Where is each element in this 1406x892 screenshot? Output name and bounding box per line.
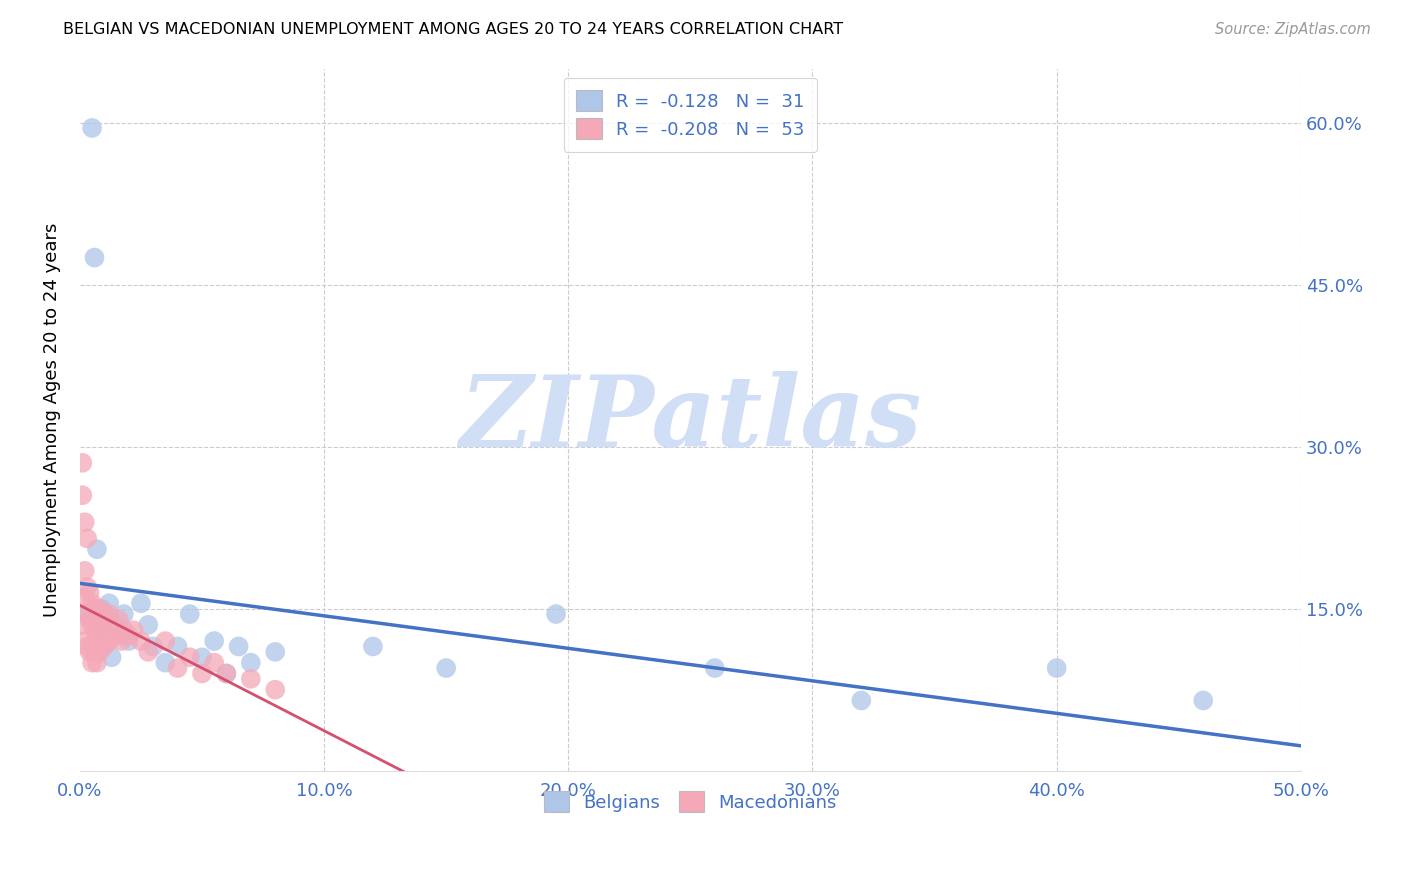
Point xyxy=(215,666,238,681)
Point xyxy=(239,656,262,670)
Point xyxy=(89,618,111,632)
Point xyxy=(90,634,112,648)
Point xyxy=(136,618,159,632)
Text: BELGIAN VS MACEDONIAN UNEMPLOYMENT AMONG AGES 20 TO 24 YEARS CORRELATION CHART: BELGIAN VS MACEDONIAN UNEMPLOYMENT AMONG… xyxy=(63,22,844,37)
Point xyxy=(72,488,94,502)
Point xyxy=(73,591,96,605)
Text: ZIPatlas: ZIPatlas xyxy=(460,371,921,468)
Point xyxy=(96,634,118,648)
Point xyxy=(83,645,105,659)
Point xyxy=(93,640,115,654)
Text: Source: ZipAtlas.com: Source: ZipAtlas.com xyxy=(1215,22,1371,37)
Point xyxy=(703,661,725,675)
Point xyxy=(155,656,177,670)
Point xyxy=(179,650,201,665)
Point xyxy=(89,624,111,638)
Point xyxy=(73,634,96,648)
Point xyxy=(118,629,141,643)
Point xyxy=(93,607,115,621)
Point xyxy=(129,634,152,648)
Point xyxy=(72,618,94,632)
Point xyxy=(76,607,98,621)
Point xyxy=(122,624,145,638)
Point xyxy=(98,607,121,621)
Point xyxy=(93,607,115,621)
Point xyxy=(108,612,131,626)
Point xyxy=(83,624,105,638)
Point xyxy=(89,601,111,615)
Point xyxy=(86,607,108,621)
Point xyxy=(361,640,384,654)
Point xyxy=(103,624,125,638)
Point xyxy=(96,612,118,626)
Point xyxy=(166,640,188,654)
Point xyxy=(215,666,238,681)
Point xyxy=(434,661,457,675)
Point xyxy=(73,564,96,578)
Point xyxy=(136,645,159,659)
Point xyxy=(76,640,98,654)
Legend: Belgians, Macedonians: Belgians, Macedonians xyxy=(531,779,849,825)
Point xyxy=(110,634,132,648)
Point xyxy=(86,629,108,643)
Point xyxy=(100,650,122,665)
Point xyxy=(100,618,122,632)
Point xyxy=(83,601,105,615)
Point xyxy=(239,672,262,686)
Point xyxy=(89,645,111,659)
Point xyxy=(1046,661,1069,675)
Point xyxy=(80,596,103,610)
Point xyxy=(79,585,101,599)
Point xyxy=(1192,693,1215,707)
Point xyxy=(86,656,108,670)
Point xyxy=(112,624,135,638)
Point xyxy=(98,596,121,610)
Point xyxy=(191,650,214,665)
Point xyxy=(142,640,165,654)
Point xyxy=(76,580,98,594)
Point xyxy=(83,251,105,265)
Point xyxy=(73,515,96,529)
Point xyxy=(179,607,201,621)
Y-axis label: Unemployment Among Ages 20 to 24 years: Unemployment Among Ages 20 to 24 years xyxy=(44,222,60,616)
Point xyxy=(76,607,98,621)
Point xyxy=(98,634,121,648)
Point xyxy=(80,640,103,654)
Point xyxy=(105,629,128,643)
Point xyxy=(112,607,135,621)
Point xyxy=(202,634,225,648)
Point xyxy=(851,693,873,707)
Point xyxy=(79,612,101,626)
Point xyxy=(80,656,103,670)
Point xyxy=(86,542,108,557)
Point xyxy=(264,682,287,697)
Point xyxy=(191,666,214,681)
Point xyxy=(80,120,103,135)
Point xyxy=(72,456,94,470)
Point xyxy=(155,634,177,648)
Point xyxy=(228,640,250,654)
Point xyxy=(129,596,152,610)
Point xyxy=(76,532,98,546)
Point xyxy=(105,618,128,632)
Point xyxy=(80,618,103,632)
Point xyxy=(166,661,188,675)
Point xyxy=(202,656,225,670)
Point xyxy=(79,645,101,659)
Point xyxy=(90,601,112,615)
Point xyxy=(544,607,567,621)
Point xyxy=(90,612,112,626)
Point xyxy=(118,634,141,648)
Point xyxy=(264,645,287,659)
